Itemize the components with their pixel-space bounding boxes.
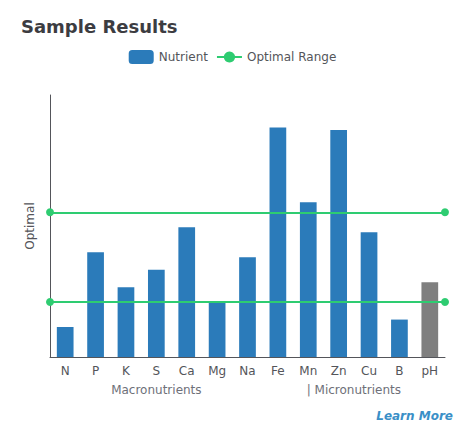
svg-text:pH: pH — [421, 364, 438, 378]
svg-text:B: B — [395, 364, 403, 378]
svg-text:Nutrient: Nutrient — [159, 50, 209, 64]
svg-text:K: K — [122, 364, 131, 378]
svg-text:Cu: Cu — [361, 364, 377, 378]
svg-text:Mn: Mn — [299, 364, 317, 378]
svg-text:Optimal: Optimal — [23, 202, 37, 249]
svg-text:Sample Results: Sample Results — [21, 16, 177, 37]
svg-text:Na: Na — [239, 364, 255, 378]
svg-text:S: S — [153, 364, 161, 378]
svg-text:Learn More: Learn More — [376, 409, 453, 423]
svg-text:Mg: Mg — [208, 364, 226, 378]
svg-text:Fe: Fe — [271, 364, 285, 378]
svg-text:Optimal Range: Optimal Range — [247, 50, 336, 64]
svg-text:Macronutrients: Macronutrients — [111, 383, 201, 397]
svg-text:| Micronutrients: | Micronutrients — [307, 383, 401, 397]
svg-text:Zn: Zn — [331, 364, 347, 378]
svg-text:P: P — [92, 364, 99, 378]
svg-text:N: N — [61, 364, 70, 378]
svg-text:Ca: Ca — [179, 364, 195, 378]
